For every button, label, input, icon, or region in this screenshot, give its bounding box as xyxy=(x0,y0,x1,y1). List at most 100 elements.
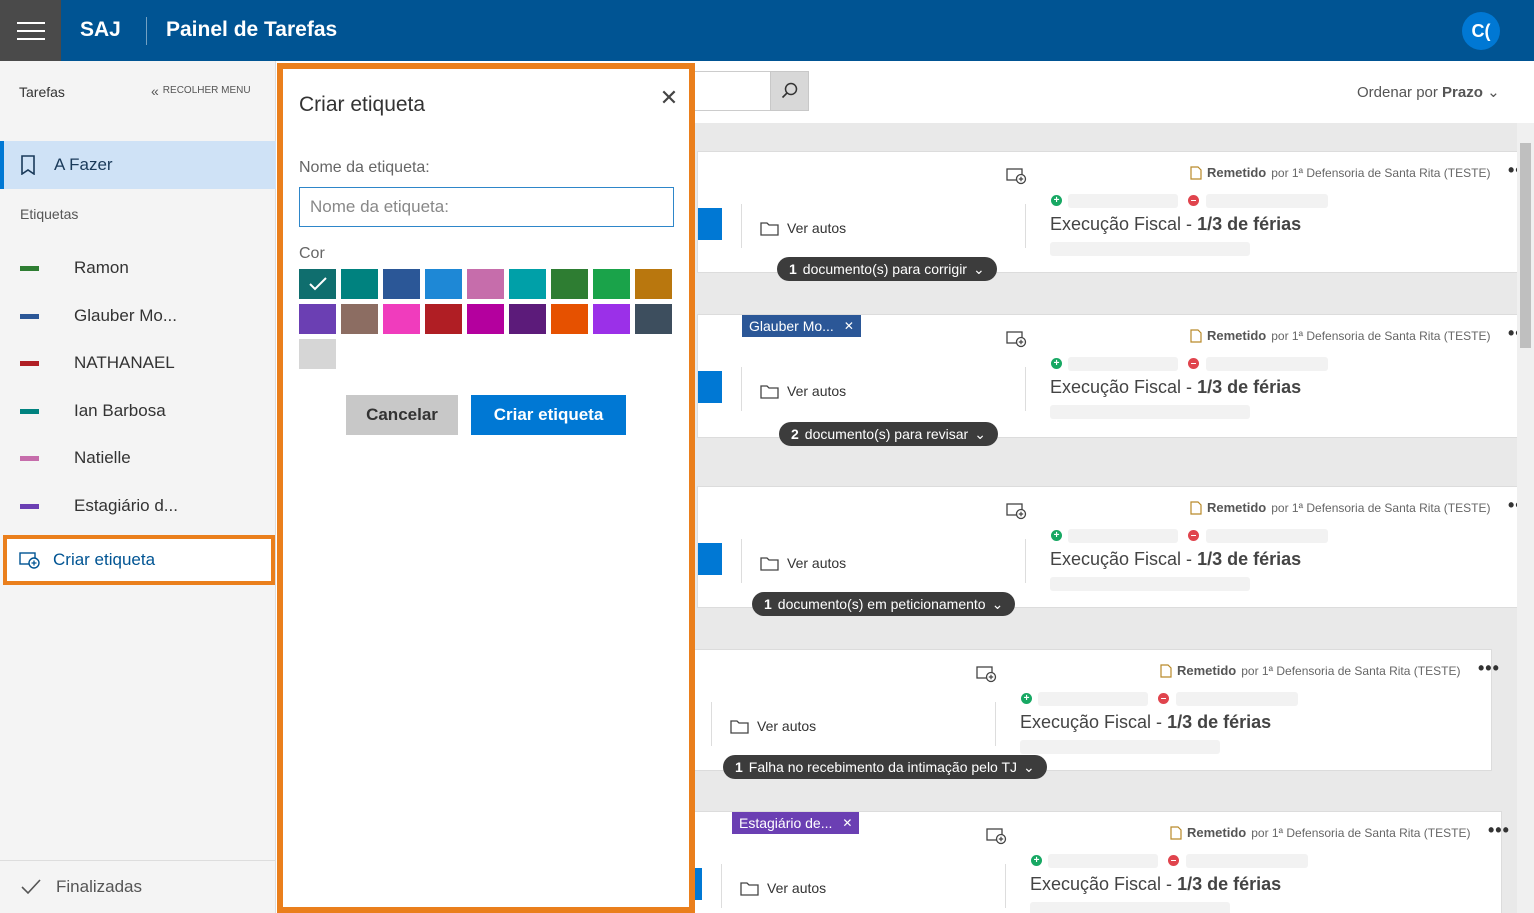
task-action-button[interactable] xyxy=(698,208,722,240)
task-action-button[interactable] xyxy=(698,371,722,403)
tag-color-swatch xyxy=(20,361,39,366)
remetido-by: por 1ª Defensoria de Santa Rita (TESTE) xyxy=(1241,663,1461,678)
task-card[interactable]: Ver autos Remetido por 1ª Defensoria de … xyxy=(667,649,1499,771)
ver-autos-link[interactable]: Ver autos xyxy=(760,220,846,236)
sidebar-item-label: Finalizadas xyxy=(56,877,142,896)
task-description: Execução Fiscal - 1/3 de férias xyxy=(1050,214,1301,235)
redacted-field xyxy=(1050,405,1250,419)
minus-circle-icon: – xyxy=(1188,530,1199,541)
folder-icon xyxy=(730,719,749,734)
ver-autos-link[interactable]: Ver autos xyxy=(740,880,826,896)
sidebar-tag-item[interactable]: Natielle xyxy=(0,438,276,478)
task-tag-chip[interactable]: Estagiário de... ✕ xyxy=(732,812,860,834)
plus-circle-icon: + xyxy=(1021,693,1032,704)
plus-circle-icon: + xyxy=(1051,195,1062,206)
color-swatch[interactable] xyxy=(425,304,462,334)
collapse-menu-button[interactable]: « RECOLHER MENU xyxy=(151,84,251,98)
color-swatch[interactable] xyxy=(299,269,336,299)
pill-count: 1 xyxy=(735,759,743,775)
add-tag-icon[interactable] xyxy=(1006,502,1028,520)
user-avatar[interactable]: C( xyxy=(1462,12,1500,50)
documents-pill[interactable]: 1 Falha no recebimento da intimação pelo… xyxy=(723,755,1047,779)
plus-circle-icon: + xyxy=(1031,855,1042,866)
close-icon[interactable]: ✕ xyxy=(843,319,854,333)
task-card[interactable]: Ver autos Remetido por 1ª Defensoria de … xyxy=(677,811,1509,913)
redacted-field xyxy=(1206,194,1328,208)
color-swatch[interactable] xyxy=(551,304,588,334)
task-action-button[interactable] xyxy=(698,543,722,575)
pill-count: 2 xyxy=(791,426,799,442)
color-swatch[interactable] xyxy=(635,269,672,299)
sidebar-tag-item[interactable]: Ian Barbosa xyxy=(0,391,276,431)
redacted-field xyxy=(1048,854,1158,868)
color-swatch[interactable] xyxy=(593,304,630,334)
color-swatch[interactable] xyxy=(551,269,588,299)
color-swatch[interactable] xyxy=(341,269,378,299)
color-swatch[interactable] xyxy=(593,269,630,299)
add-tag-icon[interactable] xyxy=(1006,330,1028,348)
create-tag-button[interactable]: Criar etiqueta xyxy=(471,395,626,435)
search-button[interactable] xyxy=(770,71,809,111)
ver-autos-link[interactable]: Ver autos xyxy=(730,718,816,734)
add-tag-icon[interactable] xyxy=(976,665,998,683)
color-swatch[interactable] xyxy=(299,339,336,369)
more-options-icon[interactable]: ••• xyxy=(1488,820,1510,840)
document-icon xyxy=(1170,825,1182,840)
color-swatch[interactable] xyxy=(467,269,504,299)
sidebar-item-label: A Fazer xyxy=(54,155,113,174)
create-tag-dialog: Criar etiqueta ✕ Nome da etiqueta: Cor C… xyxy=(277,63,695,913)
color-swatch[interactable] xyxy=(383,304,420,334)
remetido-label: Remetido xyxy=(1187,825,1247,840)
tags-heading: Etiquetas xyxy=(20,206,79,222)
task-card[interactable]: Ver autos Remetido por 1ª Defensoria de … xyxy=(697,314,1529,438)
color-swatch[interactable] xyxy=(383,269,420,299)
color-swatch[interactable] xyxy=(509,304,546,334)
card-divider xyxy=(1005,864,1006,908)
color-swatch[interactable] xyxy=(425,269,462,299)
sidebar-tag-item[interactable]: Ramon xyxy=(0,248,276,288)
scrollbar-thumb[interactable] xyxy=(1520,143,1531,348)
task-card[interactable]: Ver autos Remetido por 1ª Defensoria de … xyxy=(697,151,1529,273)
redacted-field xyxy=(1020,740,1220,754)
tag-name: NATHANAEL xyxy=(74,353,175,372)
hamburger-icon-line xyxy=(16,21,45,24)
remetido-info: Remetido por 1ª Defensoria de Santa Rita… xyxy=(1190,500,1490,515)
sidebar-tag-item[interactable]: NATHANAEL xyxy=(0,343,276,383)
sidebar-item-finalizadas[interactable]: Finalizadas xyxy=(0,860,276,913)
brand-logo[interactable]: SAJ xyxy=(80,18,121,41)
sort-dropdown[interactable]: Ordenar por Prazo ⌄ xyxy=(1357,83,1500,101)
tag-name-input[interactable] xyxy=(299,187,674,227)
ver-autos-link[interactable]: Ver autos xyxy=(760,383,846,399)
task-subject: 1/3 de férias xyxy=(1197,214,1302,234)
color-swatch[interactable] xyxy=(341,304,378,334)
documents-pill[interactable]: 1 documento(s) para corrigir ⌄ xyxy=(777,257,997,281)
add-tag-icon[interactable] xyxy=(986,827,1008,845)
add-tag-icon[interactable] xyxy=(1006,167,1028,185)
remetido-by: por 1ª Defensoria de Santa Rita (TESTE) xyxy=(1271,328,1491,343)
ver-autos-link[interactable]: Ver autos xyxy=(760,555,846,571)
sidebar-item-a-fazer[interactable]: A Fazer xyxy=(0,141,276,189)
task-tag-chip[interactable]: Glauber Mo... ✕ xyxy=(742,315,861,337)
more-options-icon[interactable]: ••• xyxy=(1478,658,1500,678)
sidebar-tag-item[interactable]: Estagiário d... xyxy=(0,486,276,526)
task-description: Execução Fiscal - 1/3 de férias xyxy=(1020,712,1271,733)
cancel-button[interactable]: Cancelar xyxy=(346,395,458,435)
tag-name: Ramon xyxy=(74,258,129,277)
hamburger-menu-button[interactable] xyxy=(0,0,61,61)
sidebar-tag-item[interactable]: Glauber Mo... xyxy=(0,296,276,336)
task-card[interactable]: Ver autos Remetido por 1ª Defensoria de … xyxy=(697,486,1529,608)
remetido-by: por 1ª Defensoria de Santa Rita (TESTE) xyxy=(1251,825,1471,840)
close-icon[interactable]: ✕ xyxy=(842,816,853,830)
scrollbar[interactable] xyxy=(1517,123,1534,913)
tag-color-swatch xyxy=(20,313,39,319)
close-icon[interactable]: ✕ xyxy=(659,85,679,110)
color-swatch[interactable] xyxy=(509,269,546,299)
color-swatch[interactable] xyxy=(299,304,336,334)
documents-pill[interactable]: 1 documento(s) em peticionamento ⌄ xyxy=(752,592,1016,616)
color-swatch[interactable] xyxy=(635,304,672,334)
sidebar-create-tag-button[interactable]: Criar etiqueta xyxy=(3,535,275,585)
color-swatch[interactable] xyxy=(467,304,504,334)
documents-pill[interactable]: 2 documento(s) para revisar ⌄ xyxy=(779,422,998,446)
minus-circle-icon: – xyxy=(1188,358,1199,369)
task-subject: 1/3 de férias xyxy=(1197,549,1302,569)
